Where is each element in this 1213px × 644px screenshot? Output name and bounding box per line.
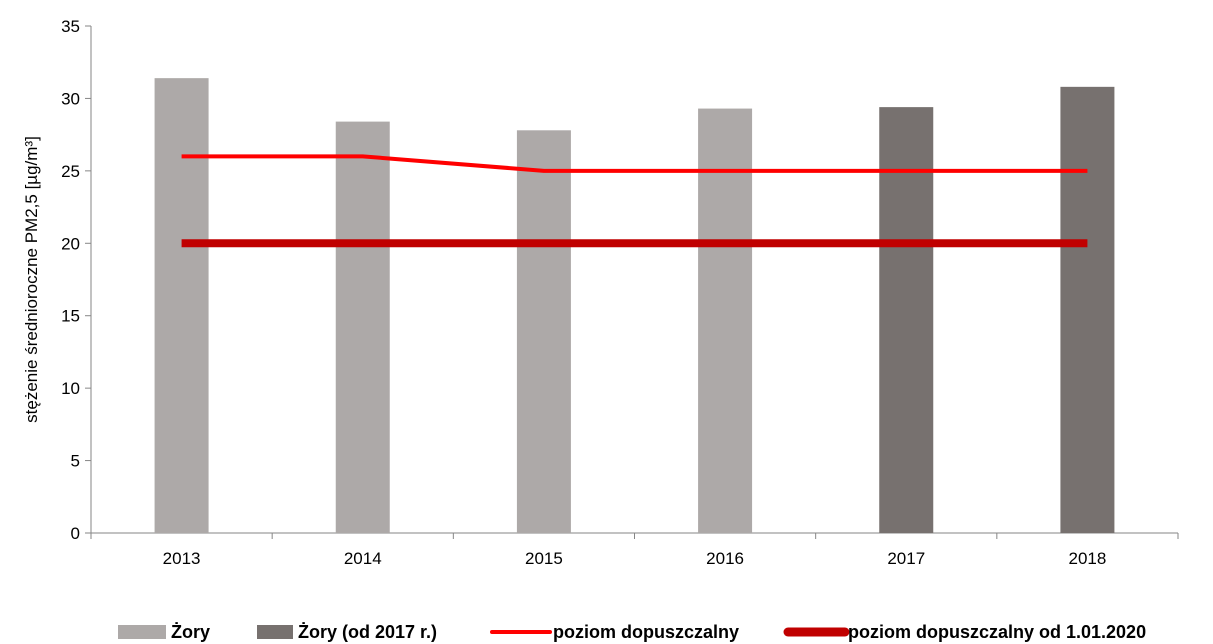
legend-swatch (257, 625, 293, 639)
legend-item: Żory (118, 622, 210, 642)
y-tick-label: 35 (61, 17, 80, 36)
legend-label: poziom dopuszczalny od 1.01.2020 (848, 622, 1146, 642)
y-tick-label: 5 (71, 452, 80, 471)
x-tick-label: 2014 (344, 549, 382, 568)
bar (1060, 86, 1115, 533)
y-tick-label: 10 (61, 379, 80, 398)
legend-label: Żory (od 2017 r.) (298, 622, 437, 642)
x-axis: 2013 2014 2015 2016 2017 2018 (90, 532, 1179, 568)
legend-item: poziom dopuszczalny (490, 622, 739, 642)
x-tick-label: 2017 (887, 549, 925, 568)
y-tick-label: 20 (61, 234, 80, 253)
series-line (181, 154, 1088, 173)
y-tick-label: 25 (61, 162, 80, 181)
x-tick-label: 2013 (163, 549, 201, 568)
y-tick-label: 30 (61, 89, 80, 108)
legend-item: poziom dopuszczalny od 1.01.2020 (783, 622, 1146, 642)
series-lines (181, 154, 1088, 248)
bars (154, 78, 1115, 534)
bar (154, 78, 209, 534)
legend-label: poziom dopuszczalny (553, 622, 739, 642)
legend-swatch (118, 625, 166, 639)
x-tick-label: 2016 (706, 549, 744, 568)
bar (879, 107, 934, 534)
legend-label: Żory (171, 622, 210, 642)
bar (698, 108, 753, 533)
bar (516, 130, 571, 533)
bar (335, 121, 390, 533)
y-tick-label: 0 (71, 524, 80, 543)
legend-item: Żory (od 2017 r.) (257, 622, 437, 642)
x-tick-label: 2015 (525, 549, 563, 568)
y-axis-label: stężenie średnioroczne PM2,5 [µg/m³] (22, 136, 41, 423)
y-axis: 0 5 10 15 20 25 30 35 (61, 17, 92, 543)
legend: Żory Żory (od 2017 r.) poziom dopuszczalny… (118, 622, 1146, 642)
x-tick-label: 2018 (1069, 549, 1107, 568)
y-tick-label: 15 (61, 307, 80, 326)
